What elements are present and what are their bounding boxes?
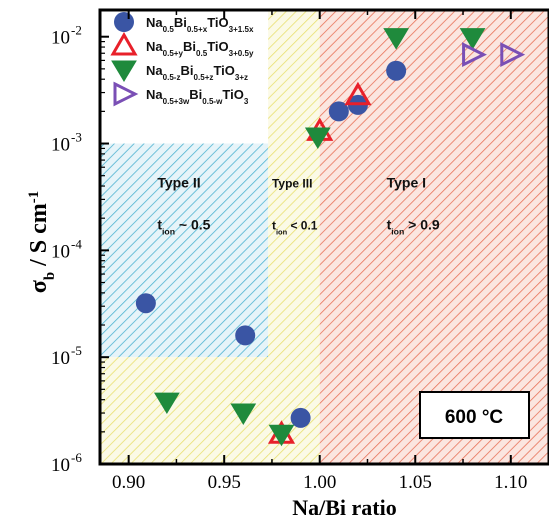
region-area [100, 143, 269, 358]
x-tick-label: 1.00 [303, 472, 336, 493]
x-tick-label: 1.10 [494, 472, 527, 493]
region-type-label: Type II [157, 175, 200, 191]
y-tick-label: 10 [51, 135, 70, 156]
x-tick-label: 0.95 [208, 472, 241, 493]
data-point-series-3 [459, 28, 486, 50]
legend: Na0.5Bi0.5+xTiO3+1.5x Na0.5+yBi0.5TiO3+0.… [110, 12, 254, 107]
data-point-series-3 [383, 28, 410, 50]
y-axis-label: σb / S cm-1 [26, 191, 58, 293]
y-tick-label: 10 [51, 241, 70, 262]
data-point-series-1 [290, 407, 311, 428]
legend-label-series-4: Na0.5+3wBi0.5-wTiO3 [146, 87, 249, 106]
x-axis-label: Na/Bi ratio [292, 495, 397, 520]
y-tick-exponent: -6 [71, 450, 82, 465]
temperature-box-frame [419, 391, 530, 439]
legend-label-series-3: Na0.5-zBi0.5+zTiO3+z [146, 63, 248, 82]
region-type-label: Type III [272, 177, 312, 191]
data-point-series-3 [268, 424, 295, 447]
data-point-series-1 [386, 60, 407, 81]
y-tick-exponent: -5 [71, 343, 82, 358]
y-tick-exponent: -2 [71, 23, 82, 38]
data-point-series-3 [153, 392, 180, 415]
axes: 0.90 0.95 1.00 1.05 1.1010-610-510-410-310-2… [26, 8, 549, 520]
region-tion-label: tion < 0.1 [272, 219, 318, 237]
data-point-series-1 [328, 101, 349, 122]
y-tick-label: 10 [51, 28, 70, 49]
region-annotations: Type II tion ~ 0.5 Type III tion < 0.1 Type … [157, 175, 440, 237]
data-point-series-1 [135, 293, 156, 314]
temperature-box: 600 °C [419, 391, 530, 439]
region-tion-label: tion ~ 0.5 [157, 217, 210, 237]
y-tick-label: 10 [51, 348, 70, 369]
region-tion-label: tion > 0.9 [387, 217, 440, 237]
y-tick-exponent: -4 [71, 236, 82, 251]
data-markers [135, 28, 526, 447]
y-tick-exponent: -3 [71, 130, 82, 145]
data-point-series-4 [462, 42, 487, 68]
data-point-series-2 [344, 81, 372, 106]
region-type-label: Type I [387, 175, 426, 191]
data-point-series-1 [235, 325, 256, 346]
legend-marker-series-2 [110, 32, 138, 56]
legend-marker-series-1 [114, 12, 134, 32]
x-tick-label: 0.90 [112, 472, 145, 493]
region-area [268, 10, 320, 464]
data-point-series-3 [230, 403, 257, 426]
data-point-series-4 [500, 42, 526, 68]
legend-label-series-2: Na0.5+yBi0.5TiO3+0.5y [146, 39, 254, 58]
temperature-label: 600 °C [445, 407, 504, 428]
legend-label-series-1: Na0.5Bi0.5+xTiO3+1.5x [146, 15, 254, 34]
legend-marker-series-4 [113, 81, 139, 107]
y-tick-label: 10 [51, 455, 70, 476]
x-tick-label: 1.05 [399, 472, 432, 493]
legend-marker-series-3 [111, 60, 137, 82]
plot-frame [98, 8, 549, 466]
data-point-series-3 [304, 127, 331, 150]
